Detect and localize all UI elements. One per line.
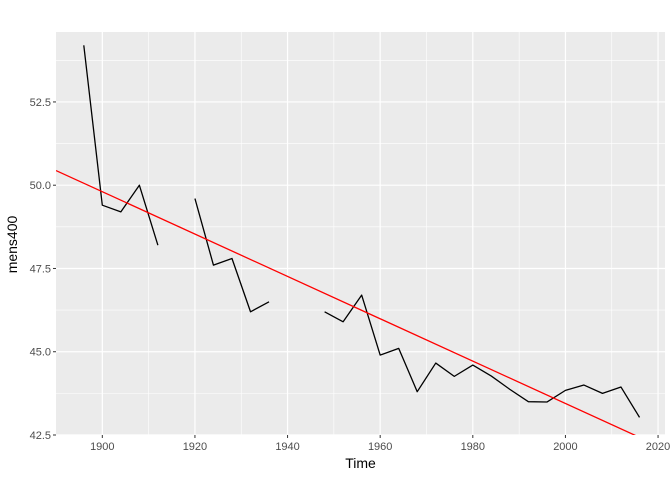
x-tick-label: 2000 <box>553 441 577 453</box>
y-axis: 42.5 45.0 47.5 50.0 52.5 <box>30 97 56 442</box>
x-tick-label: 1960 <box>368 441 392 453</box>
trend-line <box>56 169 636 435</box>
plot-panel <box>56 32 665 436</box>
y-tick-label: 52.5 <box>30 97 51 109</box>
x-axis: 1900 1920 1940 1960 1980 2000 2020 <box>90 435 670 453</box>
series-line-segment <box>194 198 270 313</box>
y-tick-label: 45.0 <box>30 347 51 359</box>
x-tick-label: 1900 <box>90 441 114 453</box>
x-axis-title: Time <box>345 455 376 471</box>
panel-background <box>56 32 665 435</box>
y-tick-label: 42.5 <box>30 430 51 442</box>
series-line-segment <box>83 45 159 246</box>
y-tick-label: 47.5 <box>30 263 51 275</box>
y-axis-title: mens400 <box>4 215 20 273</box>
x-tick-label: 1920 <box>183 441 207 453</box>
x-tick-label: 1940 <box>275 441 299 453</box>
y-tick-label: 50.0 <box>30 180 51 192</box>
x-tick-label: 2020 <box>646 441 670 453</box>
x-tick-label: 1980 <box>461 441 485 453</box>
series-line-segment <box>324 294 641 418</box>
